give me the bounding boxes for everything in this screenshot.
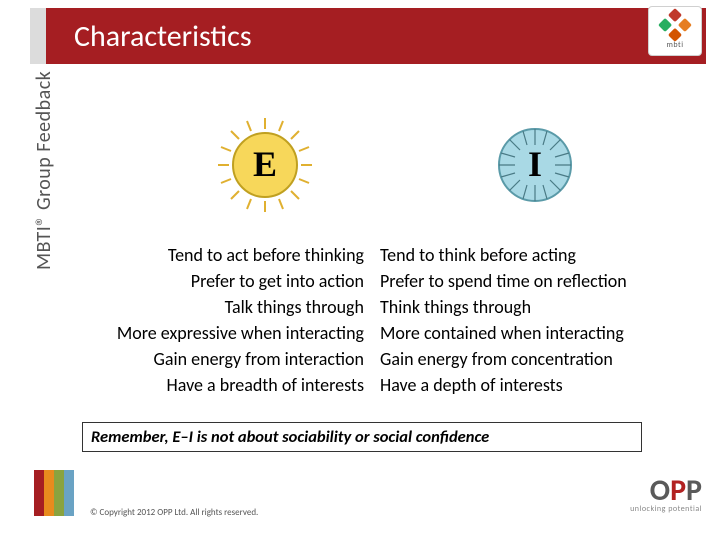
trait-row: More expressive when interacting More co… <box>72 320 712 346</box>
mbti-pinwheel-icon <box>658 8 692 42</box>
header-gray-stub <box>30 8 46 64</box>
trait-row: Prefer to get into action Prefer to spen… <box>72 268 712 294</box>
slide-title: Characteristics <box>74 18 252 55</box>
slide-header: Characteristics <box>46 8 706 64</box>
footer-note: Remember, E–I is not about sociability o… <box>82 422 642 452</box>
trait-e-cell: Talk things through <box>72 294 372 320</box>
trait-e-cell: Gain energy from interaction <box>72 346 372 372</box>
badge-row: E <box>130 115 670 215</box>
trait-e-cell: More expressive when interacting <box>72 320 372 346</box>
badge-e: E <box>215 115 315 215</box>
traits-table: Tend to act before thinking Tend to thin… <box>72 242 712 399</box>
trait-i-cell: More contained when interacting <box>372 320 712 346</box>
trait-e-cell: Tend to act before thinking <box>72 242 372 268</box>
opp-logo: OPP unlocking potential <box>630 477 702 514</box>
trait-row: Tend to act before thinking Tend to thin… <box>72 242 712 268</box>
trait-i-cell: Think things through <box>372 294 712 320</box>
accent-bars <box>34 470 74 516</box>
accent-bar <box>44 470 54 516</box>
trait-e-cell: Prefer to get into action <box>72 268 372 294</box>
mbti-logo: mbti <box>648 6 702 56</box>
trait-e-cell: Have a breadth of interests <box>72 372 372 398</box>
trait-i-cell: Have a depth of interests <box>372 372 712 398</box>
trait-row: Have a breadth of interests Have a depth… <box>72 372 712 398</box>
badge-e-letter: E <box>253 143 277 185</box>
trait-row: Gain energy from interaction Gain energy… <box>72 346 712 372</box>
sidebar-label: MBTI® Group Feedback <box>32 71 56 270</box>
trait-i-cell: Tend to think before acting <box>372 242 712 268</box>
accent-bar <box>64 470 74 516</box>
opp-tagline: unlocking potential <box>630 504 702 514</box>
badge-i-letter: I <box>528 143 542 185</box>
opp-wordmark: OPP <box>630 477 702 504</box>
trait-i-cell: Prefer to spend time on reflection <box>372 268 712 294</box>
trait-i-cell: Gain energy from concentration <box>372 346 712 372</box>
accent-bar <box>54 470 64 516</box>
badge-i: I <box>485 115 585 215</box>
accent-bar <box>34 470 44 516</box>
copyright-text: © Copyright 2012 OPP Ltd. All rights res… <box>90 507 258 518</box>
trait-row: Talk things through Think things through <box>72 294 712 320</box>
